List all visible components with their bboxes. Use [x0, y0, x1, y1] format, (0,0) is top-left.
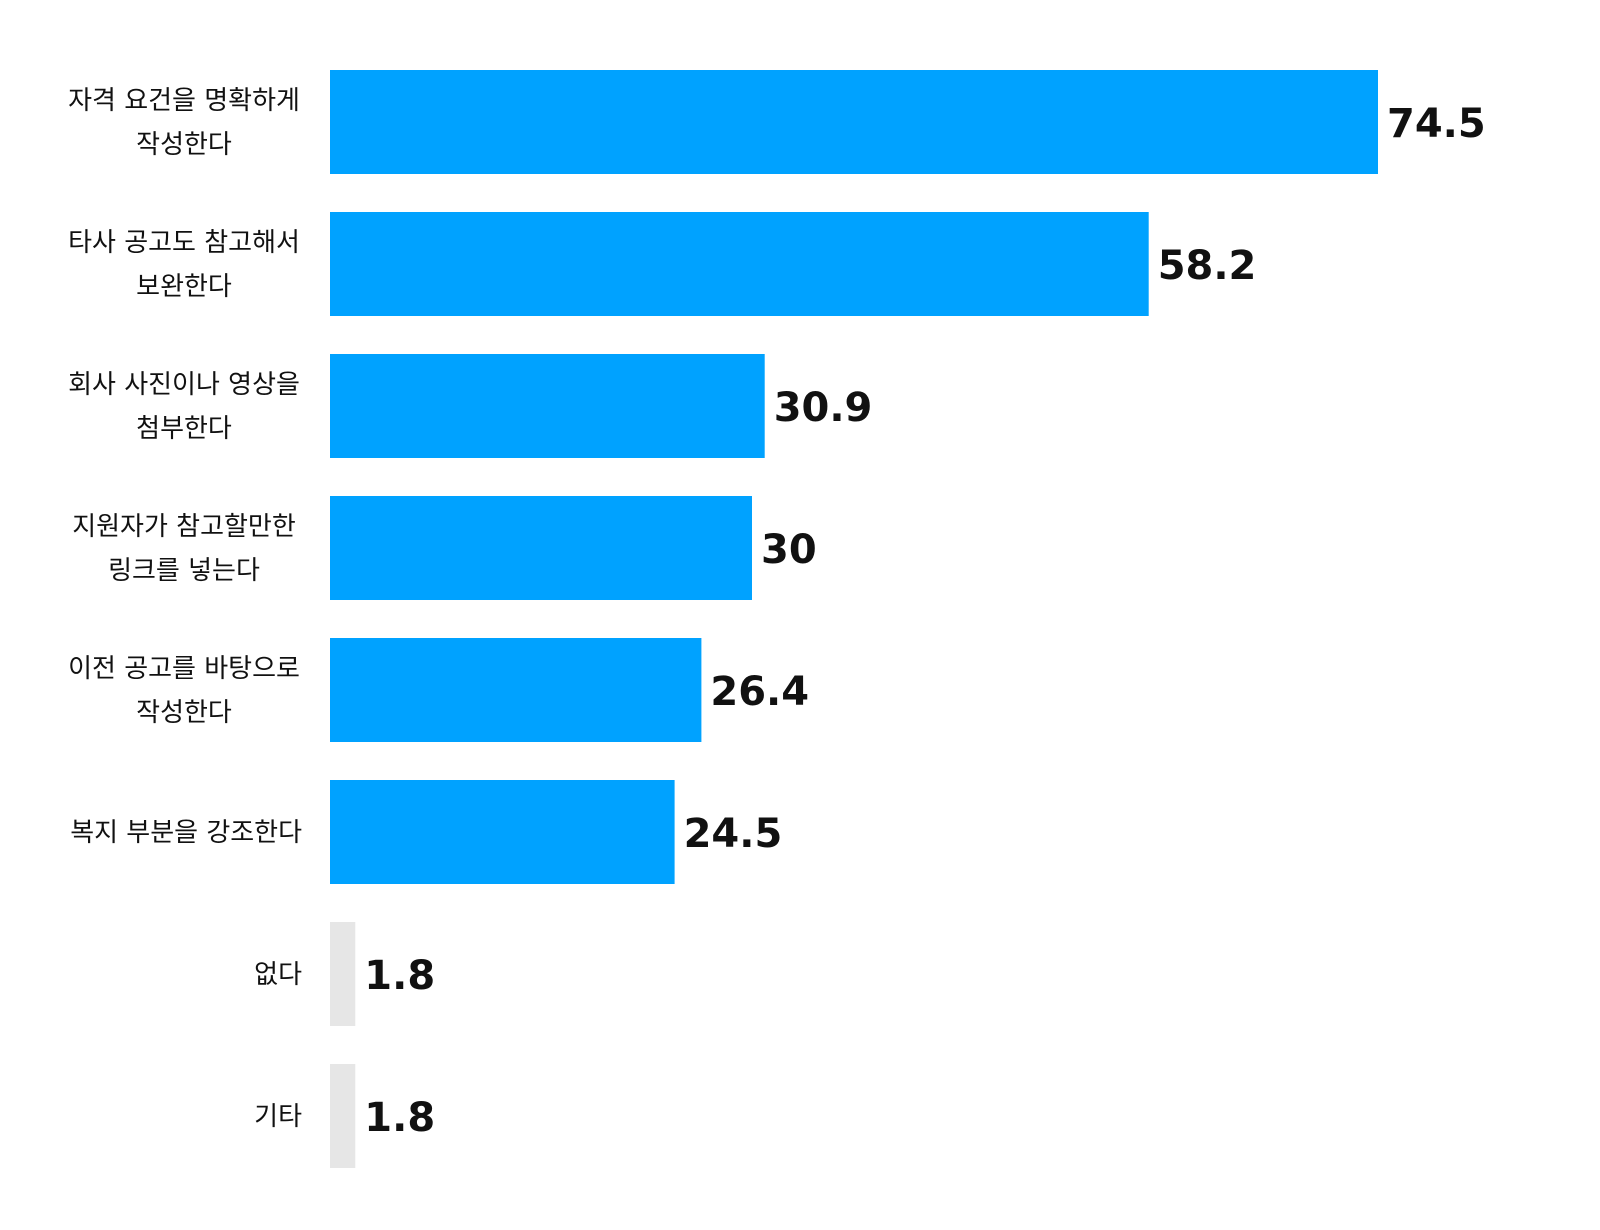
category-label-line: 보완한다: [136, 272, 232, 302]
category-label-8: 기타: [254, 1102, 302, 1132]
category-label-7: 없다: [254, 960, 302, 990]
bars-layer: [330, 70, 1378, 1168]
category-label-line: 링크를 넣는다: [108, 556, 260, 586]
category-label-line: 이전 공고를 바탕으로: [68, 654, 300, 684]
bar-6: [330, 780, 675, 884]
value-label-3: 30.9: [774, 385, 873, 431]
category-label-line: 지원자가 참고할만한: [72, 512, 296, 542]
bar-1: [330, 70, 1378, 174]
category-label-line: 작성한다: [136, 130, 232, 160]
category-label-6: 복지 부분을 강조한다: [70, 818, 302, 848]
value-label-4: 30: [761, 527, 817, 573]
value-label-1: 74.5: [1387, 101, 1486, 147]
category-label-line: 복지 부분을 강조한다: [70, 818, 302, 848]
category-label-line: 회사 사진이나 영상을: [68, 370, 300, 400]
bar-4: [330, 496, 752, 600]
value-label-8: 1.8: [364, 1095, 435, 1141]
value-labels-layer: 74.5 58.2 30.9 30 26.4 24.5 1.8 1.8: [364, 101, 1485, 1141]
category-label-line: 작성한다: [136, 698, 232, 728]
value-label-7: 1.8: [364, 953, 435, 999]
bar-5: [330, 638, 702, 742]
value-label-6: 24.5: [684, 811, 783, 857]
bar-7: [330, 922, 356, 1026]
category-label-line: 없다: [254, 960, 302, 990]
category-label-line: 자격 요건을 명확하게: [68, 86, 300, 116]
bar-2: [330, 212, 1149, 316]
category-label-line: 기타: [254, 1102, 302, 1132]
bar-3: [330, 354, 765, 458]
value-label-5: 26.4: [710, 669, 809, 715]
category-label-line: 타사 공고도 참고해서: [68, 228, 300, 258]
bar-8: [330, 1064, 356, 1168]
value-label-2: 58.2: [1158, 243, 1257, 289]
category-label-line: 첨부한다: [136, 414, 232, 444]
